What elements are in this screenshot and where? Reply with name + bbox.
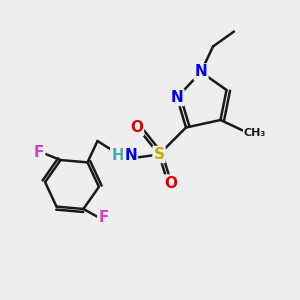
Text: N: N — [124, 148, 137, 164]
Text: F: F — [98, 211, 109, 226]
Text: N: N — [171, 90, 183, 105]
Text: O: O — [164, 176, 178, 190]
Text: CH₃: CH₃ — [244, 128, 266, 139]
Text: H: H — [111, 148, 124, 164]
Text: S: S — [154, 147, 164, 162]
Text: N: N — [195, 64, 207, 80]
Text: F: F — [34, 145, 44, 160]
Text: O: O — [130, 120, 143, 135]
